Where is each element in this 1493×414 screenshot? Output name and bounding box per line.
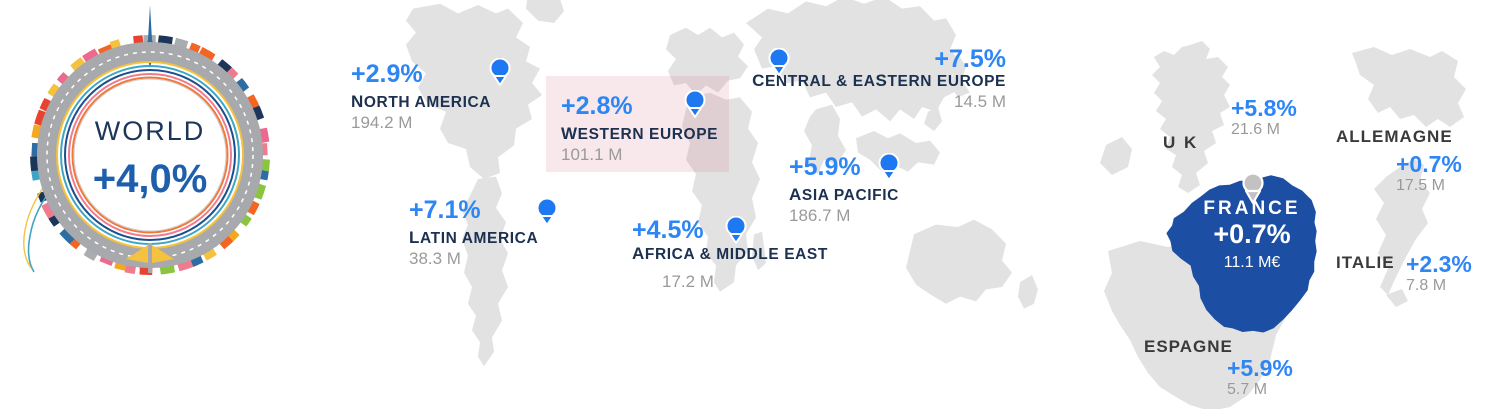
svg-text:WORLD: WORLD <box>95 116 206 146</box>
svg-text:+4,0%: +4,0% <box>93 157 208 201</box>
